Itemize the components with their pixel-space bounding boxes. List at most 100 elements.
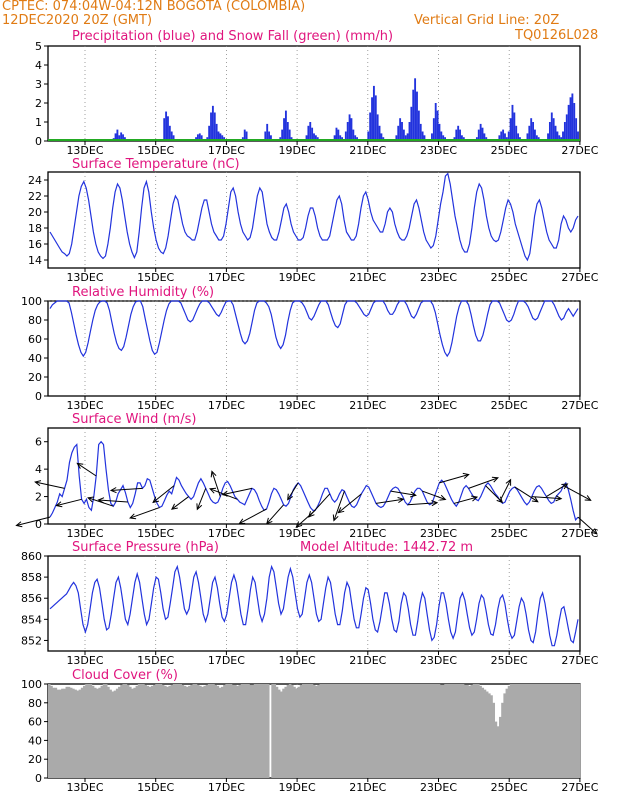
cloud-cover-bar: [188, 685, 191, 778]
wind-ytick-label: 4: [35, 463, 42, 476]
precip-bar: [376, 114, 379, 141]
wind-arrow: [563, 485, 591, 501]
precip-bar: [558, 135, 561, 141]
cloud-cover-bar: [115, 688, 119, 778]
precip-bar: [457, 125, 460, 141]
wind-xtick-label: 25DEC: [491, 527, 528, 540]
cloud-cover-bar: [220, 686, 224, 778]
cloud-cover-bar: [407, 684, 410, 778]
cloud-cover-bar: [374, 684, 377, 778]
cloud-cover-bar: [137, 684, 141, 778]
wind-arrow: [531, 496, 562, 500]
precip-bar: [419, 123, 422, 141]
cloud-xtick-label: 15DEC: [137, 781, 174, 794]
cloud-cover-bar: [319, 684, 323, 778]
cloud-cover-bar: [509, 684, 513, 778]
cloud-cover-bar: [428, 684, 432, 778]
cloud-xtick-label: 25DEC: [491, 781, 528, 794]
wind-arrow: [333, 490, 345, 521]
cloud-cover-bar: [461, 684, 465, 778]
cloud-cover-bar: [227, 684, 231, 778]
temperature-xtick-label: 27DEC: [561, 271, 598, 284]
cloud-cover-bar: [295, 688, 298, 778]
precip-bar: [502, 129, 505, 141]
wind-arrow: [16, 516, 51, 527]
cloud-cover-bar: [201, 686, 204, 778]
precip-bar: [569, 97, 572, 141]
cloud-cover-bar: [339, 684, 342, 778]
cloud-cover-bar: [170, 684, 174, 778]
humidity-xtick-label: 19DEC: [279, 399, 316, 412]
precip-bar: [339, 135, 342, 141]
precip-xtick-label: 15DEC: [137, 144, 174, 157]
precip-bar: [577, 131, 579, 141]
precip-bar: [264, 131, 267, 141]
cloud-cover-bar: [514, 684, 517, 778]
cloud-ytick-label: 100: [21, 678, 42, 691]
wind-xtick-label: 17DEC: [208, 527, 245, 540]
humidity-xtick-label: 17DEC: [208, 399, 245, 412]
precip-bar: [532, 122, 534, 141]
wind-line: [49, 440, 579, 522]
cloud-cover-bar: [551, 684, 555, 778]
humidity-ytick-label: 100: [21, 295, 42, 308]
model-code: TQ0126L028: [515, 28, 599, 43]
cloud-cover-bar: [118, 686, 121, 778]
cloud-cover-bar: [264, 684, 268, 778]
cloud-cover-bar: [72, 688, 75, 778]
cloud-cover-bar: [207, 684, 211, 778]
pressure-xtick-label: 13DEC: [66, 654, 103, 667]
wind-arrow: [485, 485, 503, 503]
cloud-cover-bar: [89, 684, 93, 778]
cloud-cover-bar: [225, 684, 228, 778]
cloud-cover-bar: [214, 684, 217, 778]
humidity-xtick-label: 15DEC: [137, 399, 174, 412]
cloud-cover-bar: [205, 684, 209, 778]
cloud-cover-bar: [345, 684, 349, 778]
cloud-cover-bar: [275, 686, 279, 778]
cloud-cover-bar: [109, 689, 112, 778]
cloud-cover-bar: [146, 685, 150, 778]
precip-bar: [270, 135, 272, 141]
wind-arrow-head: [471, 495, 479, 502]
pressure-xtick-label: 15DEC: [137, 654, 174, 667]
cloud-cover-bar: [376, 684, 379, 778]
pressure-annotation: Model Altitude: 1442.72 m: [300, 540, 473, 555]
cloud-cover-bar: [483, 689, 487, 778]
cloud-cover-bar: [387, 684, 390, 778]
cloud-cover-bar: [378, 684, 382, 778]
cloud-cover-bar: [501, 702, 504, 778]
cloud-cover-bar: [120, 684, 123, 778]
cloud-cover-bar: [400, 684, 404, 778]
precip-bar: [170, 131, 173, 141]
cloud-cover-bar: [431, 684, 434, 778]
cloud-cover-bar: [385, 684, 388, 778]
precip-bar: [395, 135, 398, 141]
wind-arrow-head: [439, 494, 447, 501]
cloud-cover-bar: [448, 684, 452, 778]
cloud-cover-bar: [415, 684, 419, 778]
precip-bar: [305, 135, 308, 141]
wind-arrow-head: [505, 478, 512, 486]
cloud-xtick-label: 23DEC: [420, 781, 457, 794]
cloud-cover-bar: [488, 693, 491, 778]
cloud-cover-bar: [420, 684, 423, 778]
cloud-cover-bar: [549, 684, 552, 778]
pressure-ytick-label: 854: [21, 613, 42, 626]
precip-bar: [374, 95, 377, 141]
wind-arrow: [338, 493, 362, 514]
cloud-xtick-label: 17DEC: [208, 781, 245, 794]
cloud-cover-bar: [172, 684, 176, 778]
cloud-cover-bar: [507, 685, 511, 778]
cloud-cover-bar: [251, 684, 255, 778]
cloud-cover-bar: [435, 684, 439, 778]
cloud-cover-bar: [52, 687, 55, 778]
temperature-frame: [47, 171, 581, 269]
precip-xtick-label: 25DEC: [491, 144, 528, 157]
cloud-cover-bar: [223, 684, 226, 778]
cloud-title: Cloud Cover (%): [72, 668, 178, 683]
precip-bar: [333, 135, 336, 141]
cloud-cover-bar: [485, 691, 489, 778]
wind-frame: [47, 427, 581, 525]
cloud-cover-bar: [474, 684, 478, 778]
